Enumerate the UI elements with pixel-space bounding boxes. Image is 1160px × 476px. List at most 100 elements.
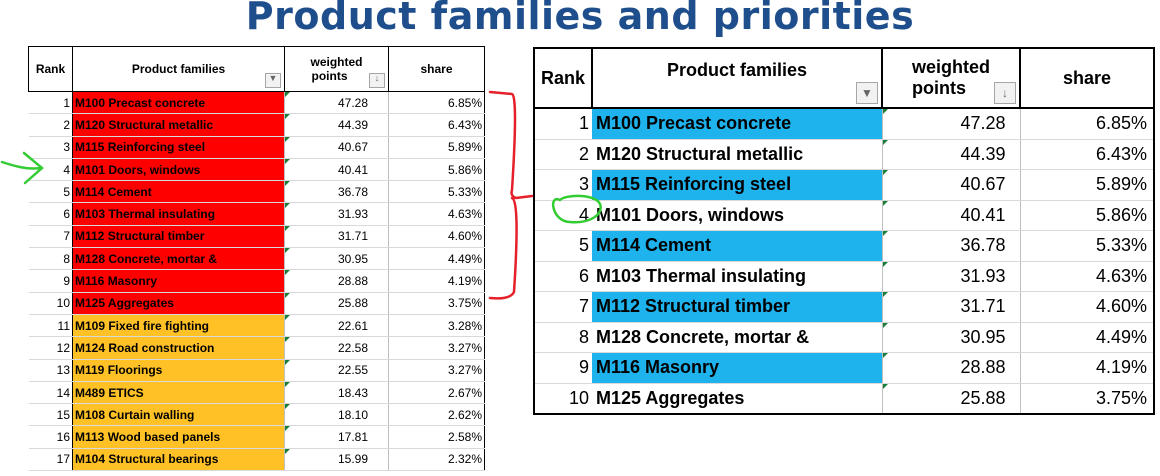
cell-note-marker (285, 114, 290, 120)
cell-note-marker (285, 381, 290, 387)
points-value: 28.88 (960, 357, 1006, 378)
share-cell: 3.75% (388, 292, 485, 315)
rank-header: Rank (28, 46, 73, 92)
rank-cell: 10 (533, 383, 592, 415)
points-value: 36.78 (960, 235, 1006, 256)
table-row: 9 M116 Masonry 28.88 4.19% (533, 352, 1155, 384)
points-cell: 31.71 (284, 225, 389, 249)
points-value: 15.99 (337, 452, 368, 467)
points-value: 22.55 (337, 363, 368, 378)
table-row: 1 M100 Precast concrete 47.28 6.85% (533, 108, 1155, 140)
table-row: 8 M128 Concrete, mortar & 30.95 4.49% (533, 322, 1155, 353)
table-row: 3 M115 Reinforcing steel 40.67 5.89% (533, 169, 1155, 201)
rank-cell: 7 (533, 291, 592, 323)
points-cell: 47.28 (284, 91, 389, 115)
share-cell: 5.86% (1019, 200, 1155, 231)
points-cell: 31.93 (284, 202, 389, 226)
share-cell: 5.89% (388, 136, 485, 159)
points-cell: 40.41 (881, 200, 1020, 231)
points-value: 18.43 (337, 385, 368, 400)
rank-cell: 8 (533, 322, 592, 353)
cell-note-marker (883, 353, 888, 358)
rank-cell: 16 (28, 425, 73, 449)
points-cell: 40.41 (284, 158, 389, 182)
cell-note-marker (285, 314, 290, 320)
points-value: 31.71 (337, 229, 368, 244)
family-cell: M124 Road construction (72, 336, 285, 360)
rank-cell: 15 (28, 403, 73, 427)
family-cell: M128 Concrete, mortar & (592, 322, 882, 353)
table-row: 7 M112 Structural timber 31.71 4.60% (533, 291, 1155, 323)
rank-header-label: Rank (540, 67, 585, 88)
points-cell: 22.58 (284, 336, 389, 360)
sort-descending-icon[interactable]: ↓ (994, 82, 1016, 104)
points-cell: 31.71 (881, 291, 1020, 323)
cell-note-marker (285, 292, 290, 298)
points-value: 36.78 (337, 184, 368, 199)
share-cell: 2.58% (388, 425, 485, 449)
points-cell: 31.93 (881, 261, 1020, 292)
points-cell: 25.88 (881, 383, 1020, 415)
points-header-line2: points (912, 78, 966, 98)
table-row: 5 M114 Cement 36.78 5.33% (28, 180, 485, 204)
sort-descending-icon[interactable]: ↓ (369, 73, 385, 88)
points-value: 47.28 (960, 113, 1006, 134)
points-header: weighted points ↓ (284, 46, 389, 92)
family-cell: M103 Thermal insulating (592, 261, 882, 292)
cell-note-marker (883, 231, 888, 236)
family-cell: M128 Concrete, mortar & (72, 247, 285, 271)
family-cell: M103 Thermal insulating (72, 202, 285, 226)
family-cell: M108 Curtain walling (72, 403, 285, 427)
table-row: 10 M125 Aggregates 25.88 3.75% (533, 383, 1155, 415)
cell-note-marker (285, 136, 290, 142)
left-priority-table: Rank Product families ▼ weighted points … (28, 46, 485, 472)
cell-note-marker (285, 426, 290, 432)
table-row: 12 M124 Road construction 22.58 3.27% (28, 336, 485, 360)
cell-note-marker (285, 404, 290, 410)
family-cell: M125 Aggregates (72, 292, 285, 315)
share-cell: 6.85% (1019, 108, 1155, 140)
right-top10-table: Rank Product families ▼ weighted points … (533, 47, 1155, 415)
share-cell: 4.19% (1019, 352, 1155, 384)
points-cell: 25.88 (284, 292, 389, 315)
rank-cell: 1 (28, 91, 73, 115)
cell-note-marker (883, 139, 888, 145)
rank-cell: 4 (533, 200, 592, 231)
share-cell: 6.85% (388, 91, 485, 115)
points-header: weighted points ↓ (881, 47, 1021, 109)
share-cell: 2.67% (388, 381, 485, 405)
rank-cell: 4 (28, 158, 73, 182)
points-value: 44.39 (337, 117, 368, 132)
share-cell: 4.63% (1019, 261, 1155, 292)
family-cell: M120 Structural metallic (592, 139, 882, 170)
table-row: 8 M128 Concrete, mortar & 30.95 4.49% (28, 247, 485, 271)
share-header-label: share (1062, 67, 1112, 88)
share-header-label: share (420, 62, 453, 76)
right-header-row: Rank Product families ▼ weighted points … (533, 47, 1155, 109)
right-table-body: 1 M100 Precast concrete 47.28 6.85% 2 M120 St… (533, 108, 1155, 415)
family-cell: M104 Structural bearings (72, 448, 285, 472)
cell-note-marker (883, 200, 888, 206)
rank-header: Rank (533, 47, 593, 109)
share-cell: 5.33% (1019, 230, 1155, 262)
table-row: 6 M103 Thermal insulating 31.93 4.63% (28, 202, 485, 226)
cell-note-marker (883, 383, 888, 389)
table-row: 4 M101 Doors, windows 40.41 5.86% (28, 158, 485, 182)
family-cell: M114 Cement (592, 230, 882, 262)
dropdown-filter-icon[interactable]: ▼ (856, 82, 878, 104)
points-value: 31.93 (960, 265, 1006, 286)
points-value: 17.81 (337, 430, 368, 445)
points-value: 25.88 (337, 296, 368, 311)
dropdown-filter-icon[interactable]: ▼ (265, 73, 281, 88)
rank-cell: 11 (28, 314, 73, 338)
share-cell: 6.43% (1019, 139, 1155, 170)
share-cell: 5.86% (388, 158, 485, 182)
points-value: 30.95 (960, 326, 1006, 347)
rank-header-label: Rank (35, 62, 66, 76)
share-cell: 5.89% (1019, 169, 1155, 201)
points-value: 28.88 (337, 274, 368, 289)
table-row: 17 M104 Structural bearings 15.99 2.32% (28, 448, 485, 472)
rank-cell: 8 (28, 247, 73, 271)
cell-note-marker (285, 203, 290, 209)
points-header-line2: points (311, 69, 348, 83)
